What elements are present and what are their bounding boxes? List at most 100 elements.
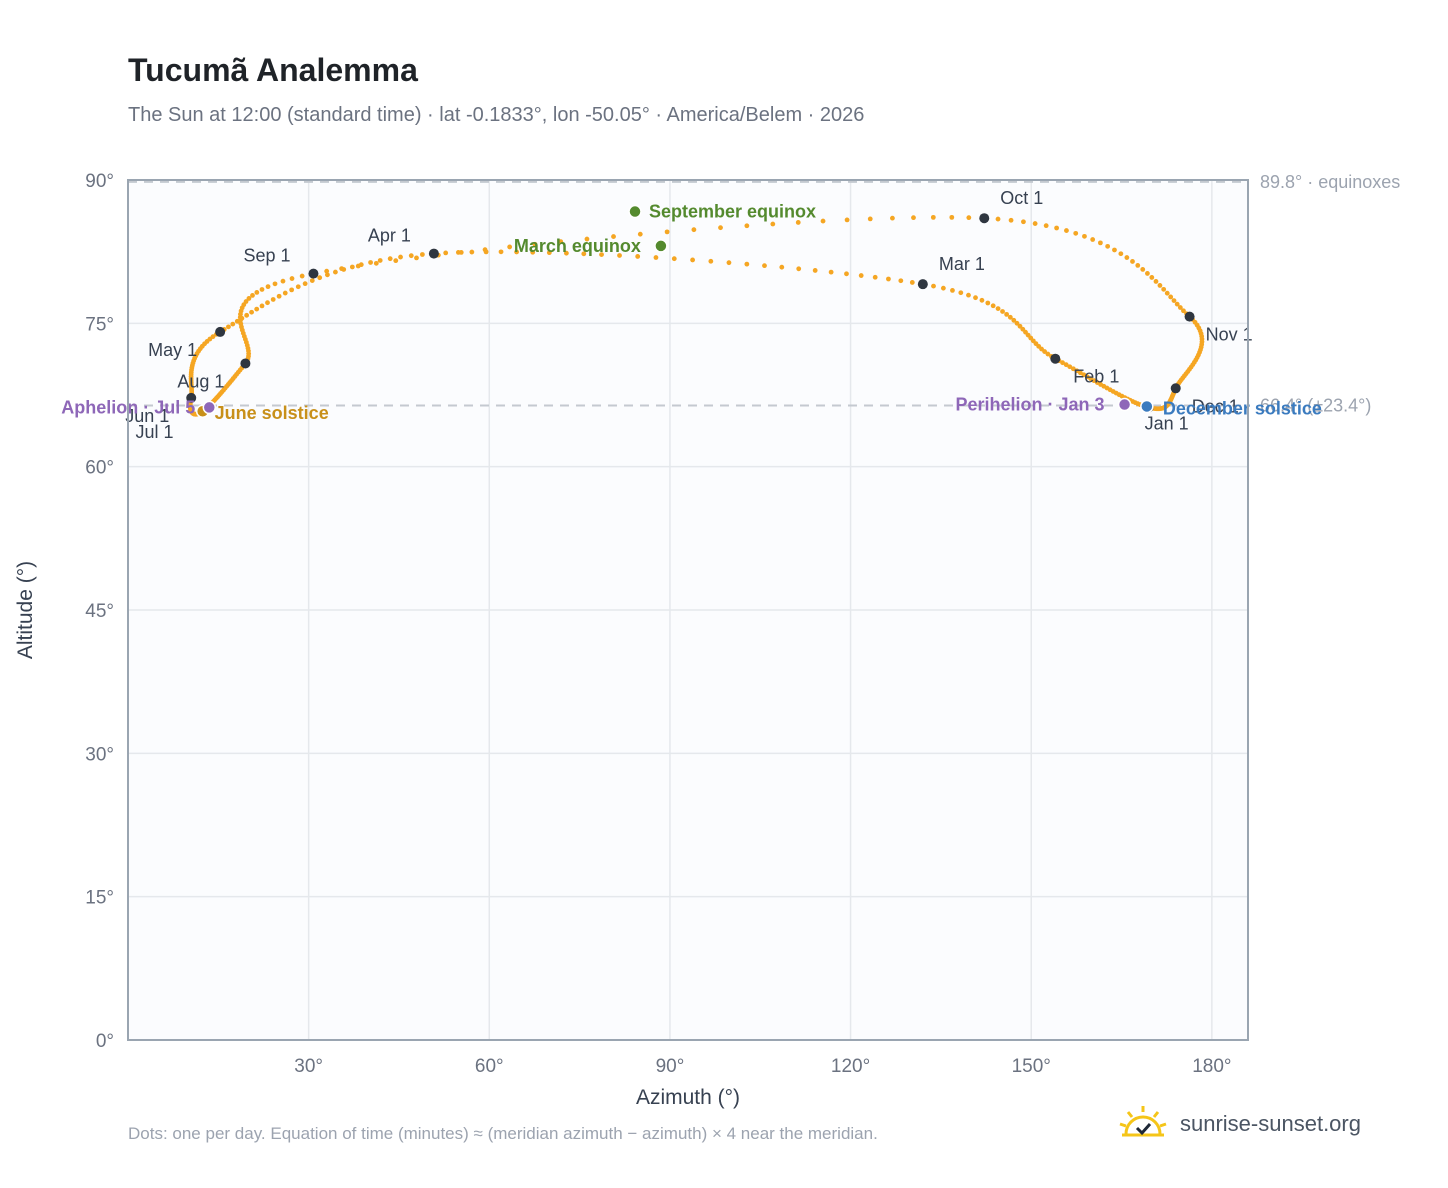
day-dot <box>1000 309 1005 314</box>
day-dot <box>1054 225 1060 231</box>
month-marker <box>1050 353 1061 364</box>
day-dot <box>1077 370 1083 376</box>
day-dot <box>302 281 308 287</box>
day-dot <box>1045 351 1051 357</box>
day-dot <box>890 215 895 221</box>
day-dot <box>250 292 255 298</box>
day-dot <box>368 260 373 265</box>
day-dot <box>664 229 670 235</box>
day-dot <box>940 285 946 291</box>
month-marker <box>308 268 319 279</box>
day-dot <box>1090 237 1096 242</box>
day-dot <box>844 271 849 277</box>
day-dot <box>1181 308 1186 314</box>
day-dot <box>990 303 996 309</box>
day-dot <box>458 249 464 255</box>
day-dot <box>339 266 345 272</box>
day-dot <box>820 218 826 224</box>
day-dot <box>726 260 732 266</box>
day-dot <box>373 260 379 266</box>
reference-line-label: 89.8° · equinoxes <box>1260 172 1400 192</box>
day-dot <box>419 252 425 257</box>
day-dot <box>333 269 338 275</box>
day-dot <box>377 258 383 263</box>
day-dot <box>979 297 985 303</box>
day-dot <box>1060 360 1065 366</box>
day-dot <box>911 215 916 221</box>
day-dot <box>779 264 785 270</box>
day-dot <box>1073 230 1079 236</box>
day-dot <box>744 261 750 267</box>
day-dot <box>226 324 231 330</box>
day-dot <box>844 217 850 223</box>
day-dot <box>280 278 286 284</box>
reference-lines: 89.8° · equinoxes 66.4° (±23.4°) <box>128 172 1400 416</box>
event-marker <box>1140 399 1154 414</box>
day-dot <box>469 249 475 255</box>
day-dot <box>254 306 260 312</box>
x-tick-label: 90° <box>656 1056 685 1077</box>
day-dot <box>243 299 249 304</box>
day-dot <box>1164 290 1170 296</box>
day-dot <box>270 297 276 302</box>
day-dot <box>514 249 519 255</box>
day-dot <box>1171 298 1177 304</box>
event-label: March equinox <box>514 236 641 256</box>
day-dot <box>398 254 403 260</box>
day-dot <box>1017 323 1023 329</box>
day-dot <box>872 274 878 280</box>
day-dot <box>558 239 564 245</box>
day-dot <box>317 275 323 281</box>
day-dot <box>858 273 864 278</box>
day-dot <box>546 250 552 256</box>
day-dot <box>325 272 330 278</box>
day-dot <box>1011 317 1017 323</box>
day-dot <box>828 269 834 275</box>
month-marker <box>917 279 928 290</box>
day-dot <box>966 215 972 221</box>
day-dot <box>349 264 355 270</box>
day-dot <box>1064 228 1069 233</box>
day-dot <box>1070 366 1076 372</box>
day-dot <box>393 258 399 264</box>
day-dot <box>584 236 590 242</box>
day-dot <box>282 290 288 296</box>
day-dot <box>246 296 252 301</box>
brand[interactable]: sunrise-sunset.org <box>1118 1100 1361 1148</box>
month-marker <box>240 358 251 369</box>
day-dot <box>1177 305 1183 310</box>
event-marker <box>628 204 642 219</box>
day-dot <box>1082 233 1087 239</box>
month-label: Mar 1 <box>939 254 985 274</box>
day-dot <box>532 241 538 247</box>
chart-subtitle: The Sun at 12:00 (standard time) · lat -… <box>128 104 865 126</box>
month-marker <box>186 392 197 403</box>
day-dot <box>812 268 818 273</box>
day-dot <box>1067 364 1073 370</box>
month-label: Jan 1 <box>1145 413 1189 433</box>
day-dot <box>762 263 767 269</box>
day-dot <box>690 257 695 263</box>
day-dot <box>1161 286 1167 292</box>
day-dot <box>1097 240 1103 246</box>
day-dot <box>1074 368 1080 374</box>
day-dot <box>507 244 513 250</box>
day-dot <box>1112 247 1117 253</box>
day-dot <box>995 306 1001 311</box>
day-dot <box>498 249 504 255</box>
day-dot <box>230 321 236 327</box>
day-dot <box>408 253 414 259</box>
month-marker <box>1170 383 1181 394</box>
sunrise-logo-icon <box>1119 1106 1167 1137</box>
y-tick-label: 45° <box>85 601 114 622</box>
day-dot <box>1157 283 1163 288</box>
day-dot <box>355 263 361 269</box>
event-label: December solstice <box>1163 398 1322 418</box>
day-dot <box>1140 267 1146 272</box>
day-dot <box>718 225 723 231</box>
day-dot <box>1020 326 1026 332</box>
y-tick-label: 15° <box>85 888 114 909</box>
day-dot <box>708 258 714 264</box>
day-dot <box>770 221 776 227</box>
